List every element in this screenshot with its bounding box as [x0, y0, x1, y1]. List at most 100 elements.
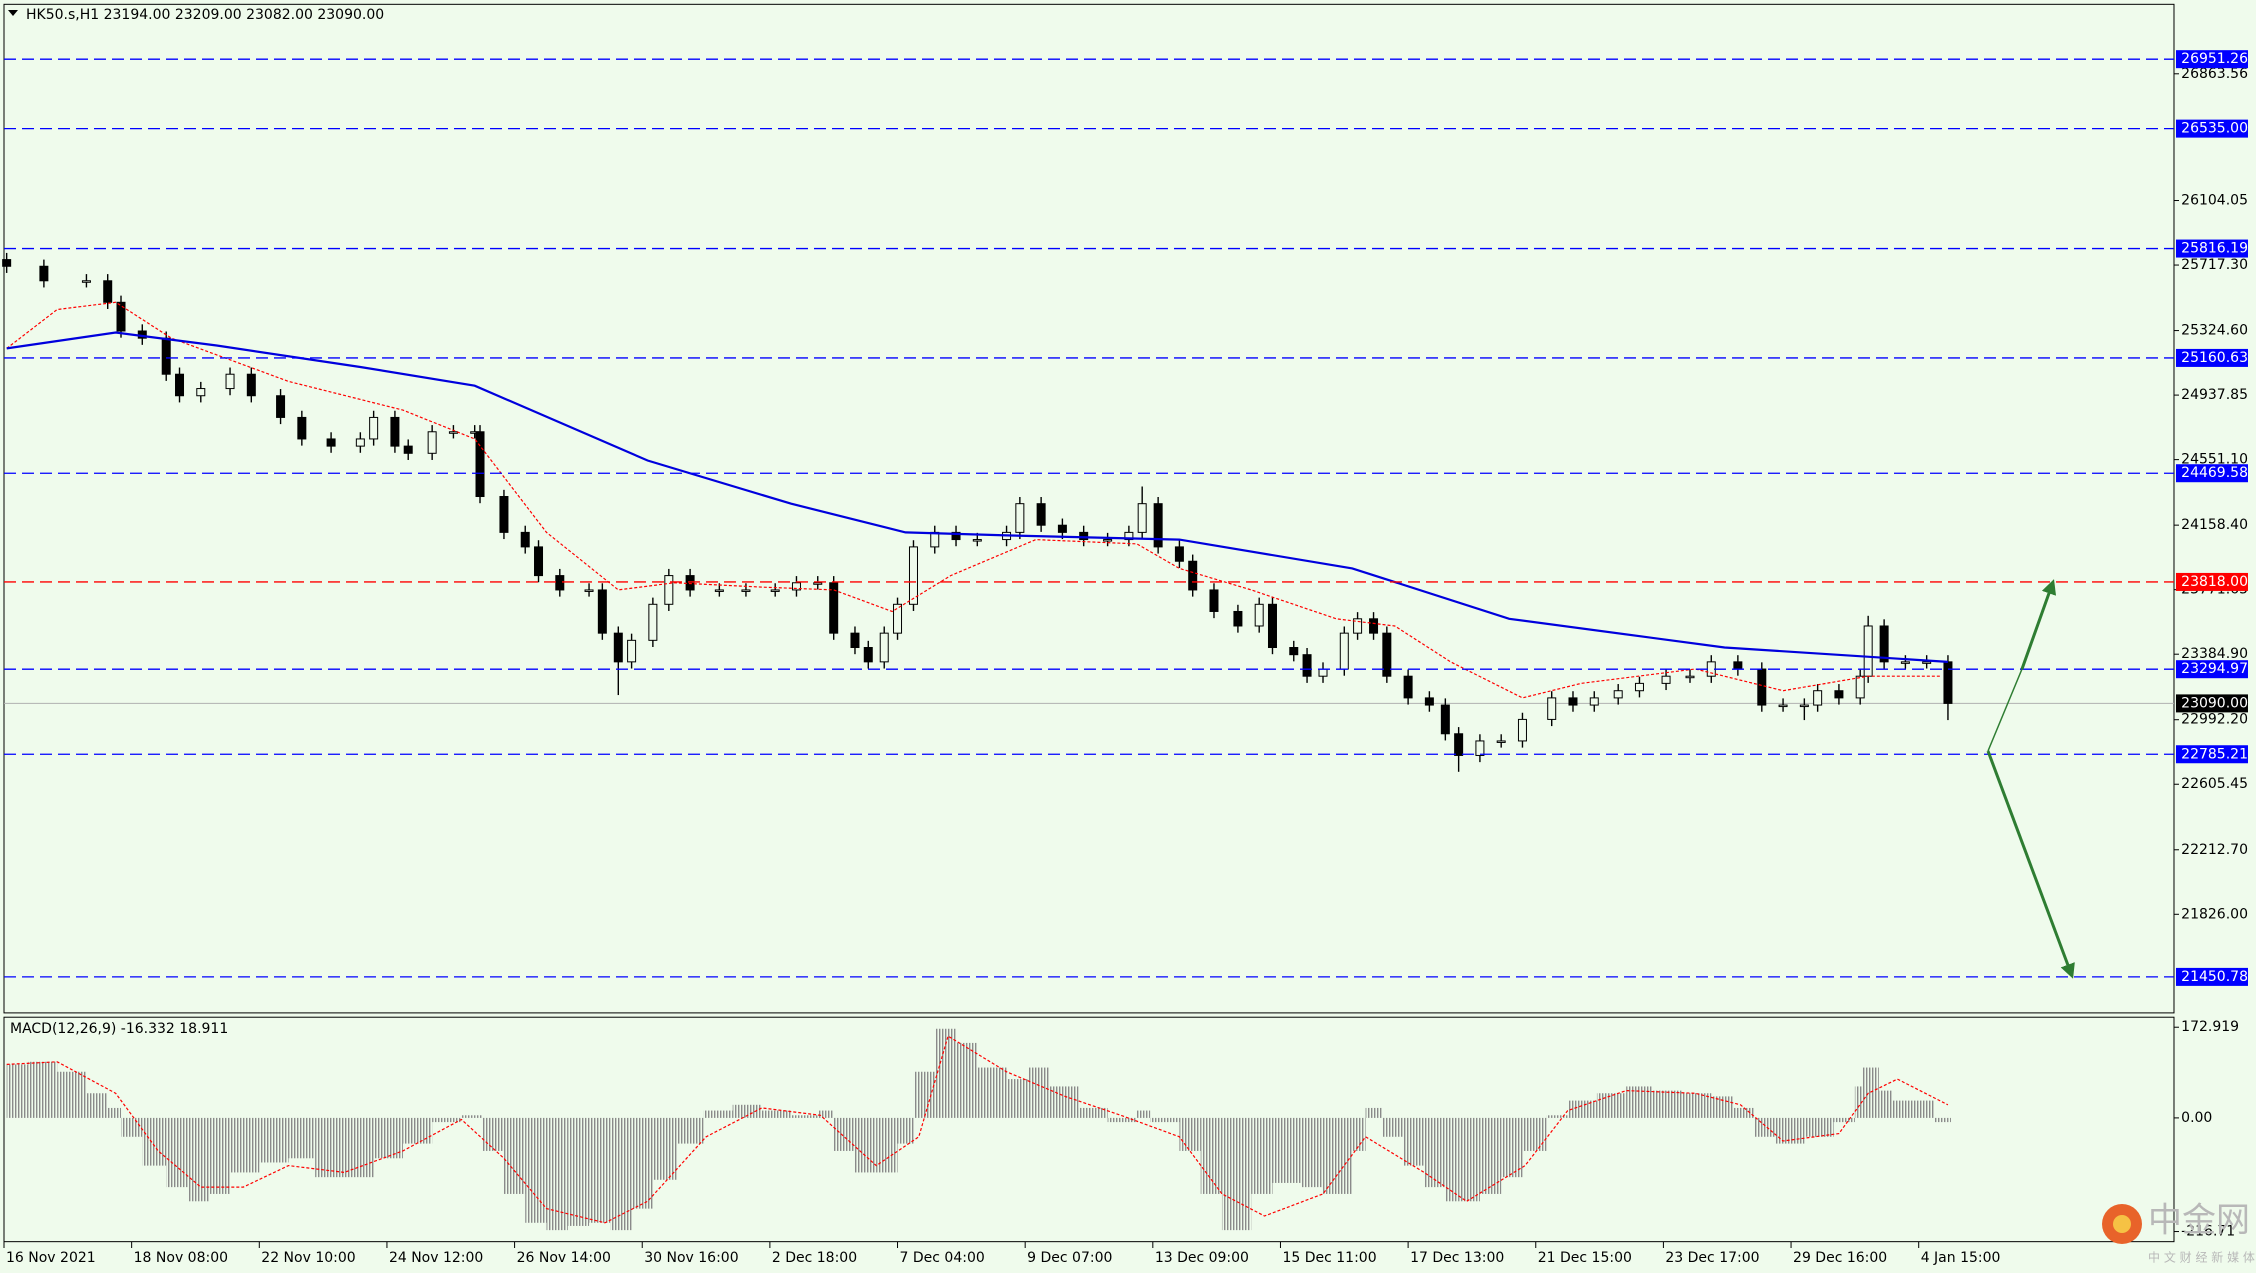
- level-label: 23818.00: [2181, 574, 2248, 590]
- macd-title: MACD(12,26,9) -16.332 18.911: [10, 1021, 228, 1037]
- level-label-box: [2175, 464, 2248, 483]
- candle-body: [555, 575, 565, 591]
- macd-bar: [610, 1117, 632, 1231]
- arrow-up-1: [1987, 668, 2023, 752]
- candle-body: [1079, 531, 1089, 541]
- level-label: 26535.00: [2181, 121, 2248, 137]
- macd-bar: [833, 1117, 855, 1151]
- candle-body: [1188, 560, 1198, 591]
- candle-body: [196, 388, 206, 397]
- macd-bar: [1365, 1107, 1382, 1118]
- current-price-label: 23090.00: [2181, 695, 2248, 711]
- macd-bar: [432, 1117, 462, 1123]
- candle-body: [1369, 618, 1379, 634]
- candle-body: [664, 575, 674, 605]
- y-tick-label: 23384.90: [2181, 646, 2248, 662]
- macd-bar: [86, 1093, 108, 1118]
- macd-bar: [1652, 1090, 1683, 1118]
- macd-bar: [121, 1117, 143, 1137]
- macd-bar: [913, 1071, 935, 1118]
- macd-bar: [631, 1117, 653, 1209]
- candle-body: [893, 603, 903, 634]
- macd-bar: [1179, 1117, 1201, 1151]
- macd-bar: [1251, 1117, 1273, 1194]
- macd-bar: [703, 1110, 733, 1118]
- candle-body: [1900, 661, 1910, 664]
- candle-body: [1233, 610, 1243, 627]
- y-tick-label: 21826.00: [2181, 906, 2248, 922]
- candle-body: [499, 496, 509, 533]
- y-tick-label: 22605.45: [2181, 776, 2248, 792]
- x-tick-label: 26 Nov 14:00: [517, 1250, 611, 1266]
- macd-signal: [6, 1035, 1949, 1224]
- candle-body: [1855, 675, 1865, 699]
- candle-body: [1454, 733, 1464, 756]
- level-label-box: [2175, 348, 2248, 367]
- candle-body: [1547, 697, 1557, 720]
- candle-body: [850, 632, 860, 649]
- macd-bar: [732, 1104, 762, 1118]
- y-tick-label: 26104.05: [2181, 193, 2248, 209]
- macd-bar: [1136, 1110, 1151, 1118]
- candle-body: [1339, 632, 1349, 670]
- watermark-subtext: 中 文 财 经 新 媒 体: [2148, 1250, 2255, 1265]
- y-tick-label: 25717.30: [2181, 257, 2248, 273]
- candle-body: [2, 259, 12, 267]
- candle-body: [1922, 661, 1932, 664]
- x-tick-label: 17 Dec 13:00: [1410, 1250, 1504, 1266]
- candle-body: [1613, 690, 1623, 699]
- macd-bar: [1381, 1117, 1403, 1137]
- candle-body: [597, 589, 607, 634]
- candle-body: [1267, 603, 1277, 649]
- candle-body: [1589, 697, 1599, 706]
- candle-body: [1403, 675, 1413, 699]
- x-tick-label: 13 Dec 09:00: [1155, 1250, 1249, 1266]
- candle-body: [1757, 668, 1767, 706]
- candle-body: [741, 589, 751, 592]
- candle-body: [627, 639, 637, 663]
- candle-body: [1353, 618, 1363, 634]
- macd-bar: [1200, 1117, 1222, 1194]
- x-tick-label: 7 Dec 04:00: [900, 1250, 985, 1266]
- candle-body: [1813, 690, 1823, 706]
- candle-body: [1799, 704, 1809, 708]
- candle-body: [1174, 546, 1184, 562]
- macd-bar: [1682, 1093, 1712, 1118]
- macd-bar: [1804, 1117, 1834, 1137]
- candle-body: [1124, 531, 1134, 541]
- arrow-down: [1986, 750, 2075, 979]
- candle-body: [1036, 503, 1046, 526]
- macd-bar: [1854, 1086, 1863, 1118]
- macd-bar: [567, 1117, 590, 1226]
- watermark-logo-inner: [2113, 1215, 2131, 1233]
- candle-body: [448, 431, 458, 434]
- macd-bar: [166, 1117, 188, 1188]
- level-label: 22785.21: [2181, 746, 2248, 762]
- macd-bar: [1934, 1117, 1948, 1123]
- macd-bar: [1596, 1093, 1627, 1118]
- candle-body: [246, 373, 256, 397]
- candle-body: [297, 416, 307, 440]
- candle-body: [1318, 668, 1328, 677]
- candle-body: [1153, 503, 1163, 548]
- candle-body: [1879, 625, 1889, 663]
- candle-body: [1302, 654, 1312, 677]
- macd-bar: [652, 1117, 677, 1180]
- candle-body: [1440, 704, 1450, 735]
- candle-body: [225, 373, 235, 390]
- macd-bar: [344, 1117, 374, 1178]
- x-tick-label: 23 Dec 17:00: [1665, 1250, 1759, 1266]
- macd-bar: [1458, 1117, 1480, 1202]
- macd-panel-frame: [3, 1016, 2175, 1243]
- chart-title: HK50.s,H1 23194.00 23209.00 23082.00 230…: [26, 7, 384, 23]
- candle-body: [326, 438, 336, 447]
- macd-bar: [1150, 1117, 1180, 1123]
- y-tick-label: 24937.85: [2181, 387, 2248, 403]
- x-tick-label: 22 Nov 10:00: [261, 1250, 355, 1266]
- x-tick-label: 18 Nov 08:00: [134, 1250, 228, 1266]
- candle-body: [1661, 675, 1671, 684]
- macd-bar: [1479, 1117, 1502, 1194]
- macd-bar: [315, 1117, 345, 1178]
- macd-bar: [1352, 1117, 1366, 1151]
